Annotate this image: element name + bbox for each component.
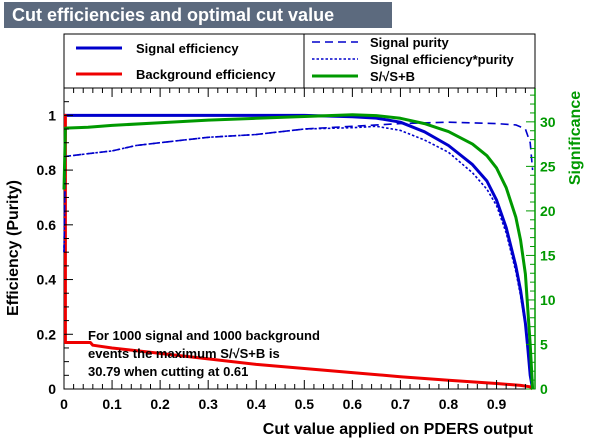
legend-label-significance: S/√S+B bbox=[370, 69, 415, 84]
annotation-line-2: events the maximum S/√S+B is bbox=[88, 346, 280, 361]
x-tick-label: 0.3 bbox=[198, 396, 218, 412]
axes-layer: 0 0.1 0.2 0.3 0.4 0.5 0.6 0.7 0.8 0.9 0 0.2 0.4 0.6 0.… bbox=[37, 88, 556, 412]
y-tick-label: 1 bbox=[48, 107, 56, 123]
legend-box bbox=[63, 33, 536, 89]
legend-label-signal-purity: Signal purity bbox=[370, 35, 450, 50]
y-axis-label: Efficiency (Purity) bbox=[5, 180, 22, 316]
chart-title: Cut efficiencies and optimal cut value bbox=[4, 2, 392, 28]
x-tick-label: 0.5 bbox=[295, 396, 315, 412]
y2-tick-label: 15 bbox=[540, 247, 556, 263]
y2-tick-label: 30 bbox=[540, 114, 556, 130]
x-tick-label: 0.9 bbox=[487, 396, 507, 412]
y2-axis-label: Significance bbox=[567, 91, 584, 185]
series-line-4 bbox=[62, 113, 535, 390]
annotation-line-3: 30.79 when cutting at 0.61 bbox=[88, 364, 249, 379]
plot-frame bbox=[63, 87, 536, 390]
x-tick-label: 0 bbox=[60, 396, 68, 412]
legend-label-signal-efficiency: Signal efficiency bbox=[136, 41, 239, 56]
x-tick-label: 0.2 bbox=[150, 396, 170, 412]
y-tick-label: 0.6 bbox=[37, 217, 57, 233]
y-tick-label: 0 bbox=[48, 381, 56, 397]
x-tick-label: 0.6 bbox=[343, 396, 363, 412]
y2-tick-label: 0 bbox=[540, 381, 548, 397]
y-tick-label: 0.8 bbox=[37, 162, 57, 178]
y2-tick-label: 20 bbox=[540, 203, 556, 219]
y2-tick-label: 5 bbox=[540, 336, 548, 352]
annotation-line-1: For 1000 signal and 1000 background bbox=[88, 328, 320, 343]
x-tick-label: 0.8 bbox=[439, 396, 459, 412]
series-line-1 bbox=[63, 113, 534, 391]
legend-label-efficiency-purity: Signal efficiency*purity bbox=[370, 52, 515, 67]
y-tick-label: 0.2 bbox=[37, 326, 57, 342]
y2-tick-label: 25 bbox=[540, 158, 556, 174]
series-line-0 bbox=[64, 113, 535, 390]
series-line-3 bbox=[63, 125, 534, 390]
y-tick-label: 0.4 bbox=[37, 272, 57, 288]
y2-tick-label: 10 bbox=[540, 292, 556, 308]
series-line-2 bbox=[63, 121, 534, 253]
series-layer bbox=[62, 113, 535, 391]
x-tick-label: 0.4 bbox=[247, 396, 267, 412]
legend-label-background-efficiency: Background efficiency bbox=[136, 67, 276, 82]
x-axis-label: Cut value applied on PDERS output bbox=[263, 421, 534, 438]
x-tick-label: 0.7 bbox=[391, 396, 411, 412]
x-tick-label: 0.1 bbox=[102, 396, 122, 412]
